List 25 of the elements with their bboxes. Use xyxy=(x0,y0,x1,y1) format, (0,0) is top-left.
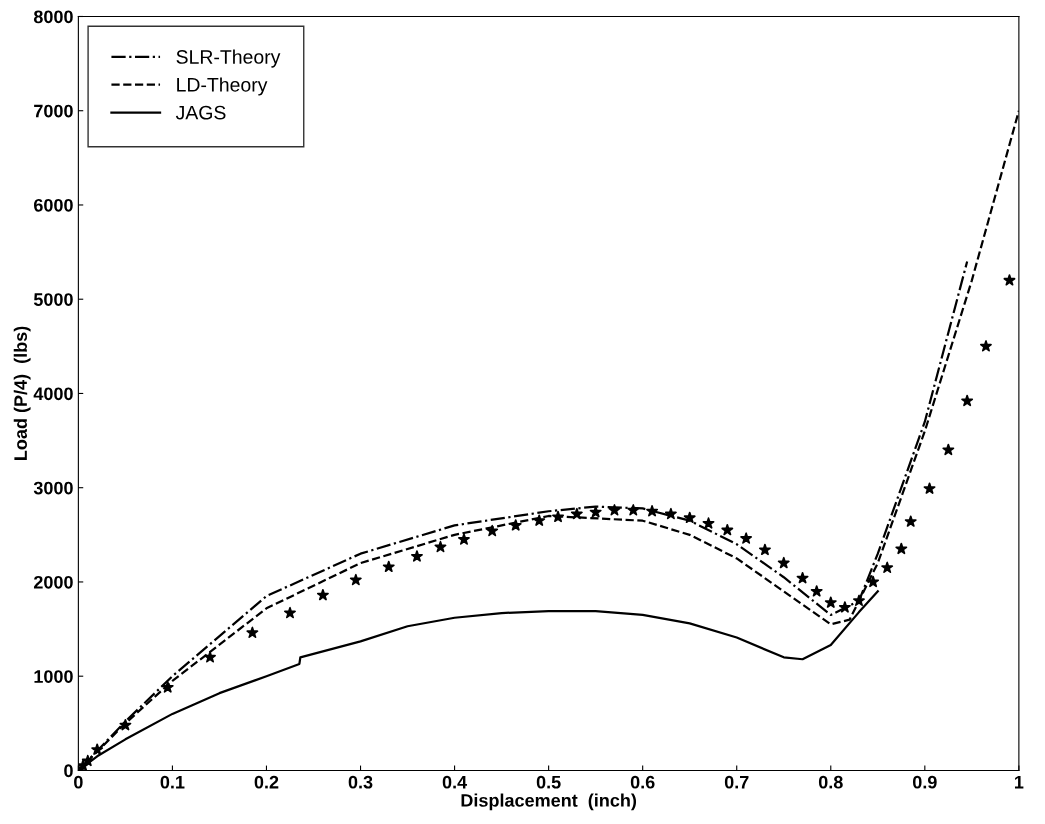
y-axis-title: Load (P/4) (lbs) xyxy=(13,326,31,460)
x-tick-label: 0.3 xyxy=(348,775,373,789)
y-tick-label: 2000 xyxy=(33,575,73,589)
legend-label: JAGS xyxy=(175,105,226,120)
legend-label: LD-Theory xyxy=(177,77,268,96)
y-tick-label: 8000 xyxy=(33,10,73,24)
y-tick-label: 5000 xyxy=(33,293,73,306)
x-tick-label: 0.6 xyxy=(630,775,655,789)
x-tick-label: 0.8 xyxy=(818,775,843,789)
y-tick-label: 1000 xyxy=(34,670,73,683)
x-axis-title: Displacement (inch) xyxy=(461,793,637,811)
x-tick-label: 0.7 xyxy=(724,775,749,789)
y-tick-label: 4000 xyxy=(33,387,73,401)
x-tick-label: 0.2 xyxy=(254,775,279,789)
x-tick-label: 0.9 xyxy=(912,775,937,789)
x-tick-label: 0.4 xyxy=(442,775,468,789)
y-tick-label: 6000 xyxy=(34,198,73,212)
x-tick-label: 0.1 xyxy=(160,775,185,789)
x-tick-label: 0.5 xyxy=(536,775,561,789)
y-tick-label: 7000 xyxy=(34,104,73,118)
legend-label: SLR-Theory xyxy=(176,49,281,68)
y-tick-label: 3000 xyxy=(33,481,73,495)
x-tick-label: 1 xyxy=(1014,775,1024,789)
x-tick-label: 0 xyxy=(74,775,83,789)
y-tick-label: 0 xyxy=(64,764,73,778)
